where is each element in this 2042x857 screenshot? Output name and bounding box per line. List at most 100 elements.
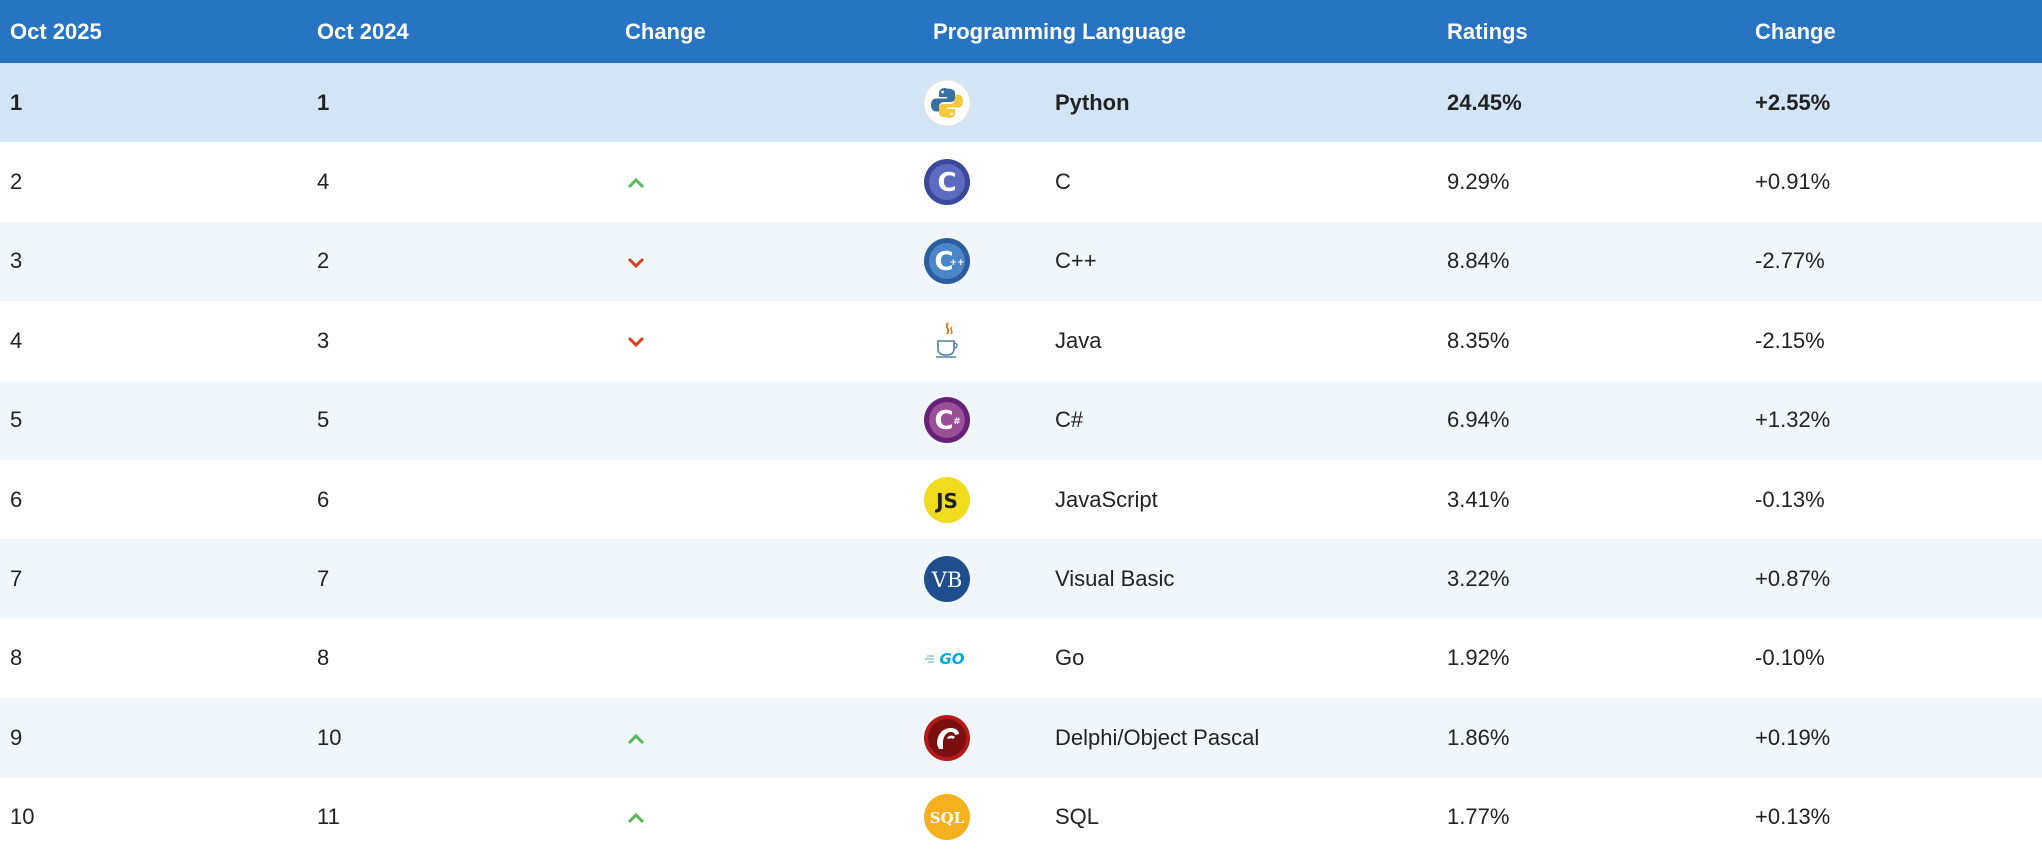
rating-change: +0.91% (1755, 169, 1831, 195)
rank-current: 3 (10, 248, 23, 274)
header-current-month[interactable]: Oct 2025 (0, 0, 307, 63)
language-name[interactable]: Visual Basic (1055, 566, 1175, 592)
language-logo-cell: JS (923, 460, 1045, 539)
table-header-row: Oct 2025 Oct 2024 Change Programming Lan… (0, 0, 2042, 63)
rank-previous: 6 (317, 486, 330, 512)
rank-change-cell (615, 539, 923, 618)
language-logo-cell (923, 301, 1045, 380)
go-logo-icon: GO (923, 634, 1045, 682)
rank-change-cell (615, 301, 923, 380)
rating-value: 1.77% (1447, 804, 1510, 830)
rating-value: 1.86% (1447, 724, 1510, 750)
language-logo-cell: C (923, 142, 1045, 221)
language-logo-cell (923, 698, 1045, 777)
rating-change: +0.87% (1755, 566, 1831, 592)
rank-previous: 2 (317, 248, 330, 274)
language-logo-cell: VB (923, 539, 1045, 618)
language-name[interactable]: JavaScript (1055, 486, 1158, 512)
table-row: 5 5 C # C# 6.94% +1.32% (0, 380, 2042, 460)
rank-change-cell (615, 381, 923, 460)
table-row: 8 8 GO Go 1.92% -0.10% (0, 618, 2042, 699)
rating-change: -0.10% (1755, 645, 1825, 671)
trend-up-icon (627, 178, 645, 189)
rating-change: +0.19% (1755, 724, 1831, 750)
language-logo-cell: C ++ (923, 222, 1045, 301)
c-logo-icon: C (923, 158, 1045, 206)
header-programming-language[interactable]: Programming Language (923, 0, 1438, 63)
rank-change-cell (615, 698, 923, 777)
python-logo-icon (923, 79, 1045, 127)
rating-value: 3.22% (1447, 566, 1510, 592)
rank-current: 7 (10, 566, 23, 592)
table-row: 2 4 C C 9.29% +0.91% (0, 142, 2042, 222)
rating-value: 8.35% (1447, 327, 1510, 353)
rank-current: 6 (10, 486, 23, 512)
svg-text:SQL: SQL (930, 809, 965, 827)
svg-text:VB: VB (931, 568, 963, 592)
language-logo-cell (923, 63, 1045, 142)
rank-previous: 7 (317, 566, 330, 592)
table-row: 1 1 Python 24.45% +2.55% (0, 63, 2042, 143)
rating-change: -0.13% (1755, 486, 1825, 512)
rank-previous: 8 (317, 645, 330, 671)
language-name[interactable]: C (1055, 169, 1071, 195)
language-name[interactable]: Java (1055, 327, 1102, 353)
rating-value: 8.84% (1447, 248, 1510, 274)
header-ratings-change[interactable]: Change (1745, 0, 2042, 63)
language-logo-cell: GO (923, 619, 1045, 698)
table-row: 3 2 C ++ C++ 8.84% -2.77% (0, 221, 2042, 302)
rank-change-cell (615, 619, 923, 698)
rating-change: +1.32% (1755, 407, 1831, 433)
rank-previous: 1 (317, 89, 330, 115)
rank-previous: 4 (317, 169, 330, 195)
svg-text:C: C (937, 168, 956, 198)
language-name[interactable]: Python (1055, 89, 1130, 115)
rating-change: +0.13% (1755, 804, 1831, 830)
table-row: 10 11 SQL SQL 1.77% +0.13% (0, 777, 2042, 857)
language-name[interactable]: C# (1055, 407, 1084, 433)
language-name[interactable]: Go (1055, 645, 1085, 671)
rating-change: -2.15% (1755, 327, 1825, 353)
rating-value: 6.94% (1447, 407, 1510, 433)
rank-current: 5 (10, 407, 23, 433)
rank-change-cell (615, 142, 923, 221)
svg-text:C: C (934, 247, 953, 277)
header-previous-month[interactable]: Oct 2024 (307, 0, 615, 63)
rank-previous: 11 (317, 804, 340, 830)
trend-up-icon (627, 813, 645, 824)
language-logo-cell: SQL (923, 778, 1045, 857)
rating-value: 1.92% (1447, 645, 1510, 671)
rank-current: 2 (10, 169, 23, 195)
header-rank-change[interactable]: Change (615, 0, 923, 63)
rank-current: 8 (10, 645, 23, 671)
rank-change-cell (615, 222, 923, 301)
rank-change-cell (615, 778, 923, 857)
rating-value: 9.29% (1447, 169, 1510, 195)
rank-current: 10 (10, 804, 35, 830)
table-body: 1 1 Python 24.45% +2.55% 2 4 C C 9.29% +0.91% 3 2 C ++… (0, 63, 2042, 857)
rating-change: -2.77% (1755, 248, 1825, 274)
language-name[interactable]: Delphi/Object Pascal (1055, 724, 1260, 750)
header-ratings[interactable]: Ratings (1437, 0, 1746, 63)
language-name[interactable]: C++ (1055, 248, 1097, 274)
rank-change-cell (615, 63, 923, 142)
javascript-logo-icon: JS (923, 476, 1045, 524)
table-row: 9 10 Delphi/Object Pascal 1.86% +0.19% (0, 698, 2042, 778)
language-logo-cell: C # (923, 381, 1045, 460)
table-row: 4 3 Java 8.35% -2.15% (0, 301, 2042, 381)
table-row: 6 6 JS JavaScript 3.41% -0.13% (0, 459, 2042, 540)
trend-down-icon (627, 257, 645, 268)
svg-text:C: C (934, 406, 953, 436)
rank-current: 9 (10, 724, 23, 750)
trend-down-icon (627, 336, 645, 348)
rank-previous: 3 (317, 327, 330, 353)
rating-value: 3.41% (1447, 486, 1510, 512)
visual-basic-logo-icon: VB (923, 555, 1045, 603)
delphi-logo-icon (923, 714, 1045, 762)
language-name[interactable]: SQL (1055, 804, 1100, 830)
cpp-logo-icon: C ++ (923, 237, 1045, 285)
svg-text:GO: GO (939, 650, 964, 668)
rank-current: 1 (10, 89, 23, 115)
rank-change-cell (615, 460, 923, 539)
